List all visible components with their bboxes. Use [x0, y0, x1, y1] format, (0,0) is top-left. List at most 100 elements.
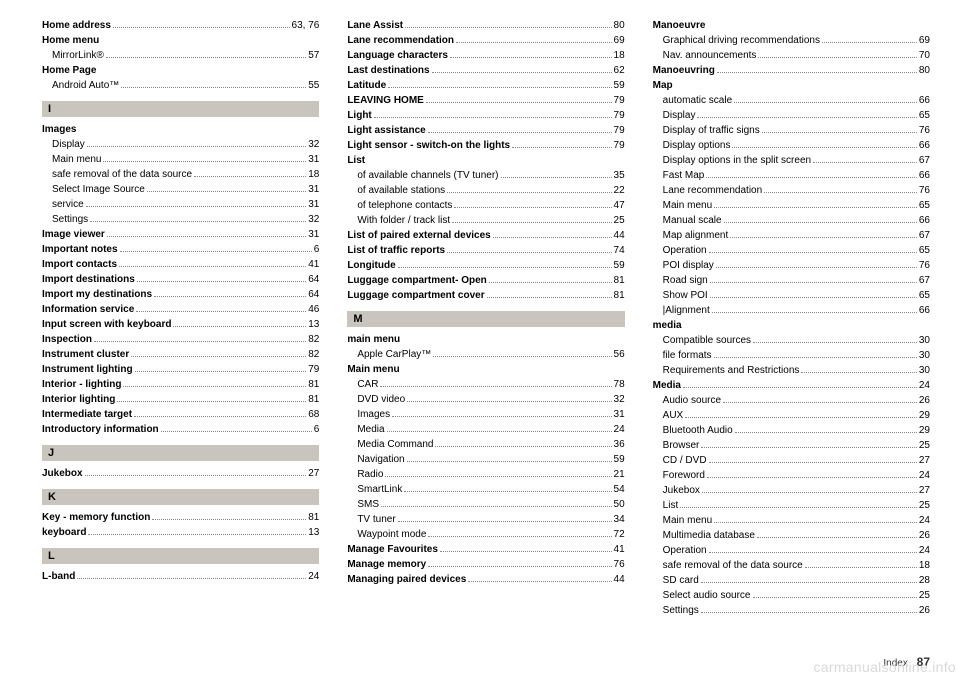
leader-dots	[154, 296, 306, 297]
index-entry-page: 76	[919, 123, 930, 138]
index-entry-page: 76	[919, 183, 930, 198]
index-entry-label: Home address	[42, 18, 111, 33]
index-entry-label: Operation	[663, 243, 707, 258]
index-entry: Android Auto™55	[42, 78, 319, 93]
index-entry: Main menu24	[653, 513, 930, 528]
index-entry-page: 56	[614, 347, 625, 362]
index-entry-page: 65	[919, 288, 930, 303]
index-entry-label: AUX	[663, 408, 684, 423]
index-entry-label: Select Image Source	[52, 182, 145, 197]
index-entry-page: 69	[614, 33, 625, 48]
index-entry: Multimedia database26	[653, 528, 930, 543]
index-entry-label: Nav. announcements	[663, 48, 757, 63]
index-entry-page: 79	[308, 362, 319, 377]
leader-dots	[135, 371, 307, 372]
index-entry-page: 6	[314, 422, 320, 437]
leader-dots	[683, 387, 917, 388]
leader-dots	[493, 237, 612, 238]
leader-dots	[136, 311, 306, 312]
index-entry-page: 47	[614, 198, 625, 213]
index-entry-label: Managing paired devices	[347, 572, 466, 587]
index-entry-page: 82	[308, 347, 319, 362]
leader-dots	[730, 237, 917, 238]
leader-dots	[432, 72, 612, 73]
leader-dots	[753, 597, 917, 598]
leader-dots	[712, 312, 917, 313]
index-entry-page: 81	[308, 392, 319, 407]
index-entry: Import my destinations64	[42, 287, 319, 302]
index-entry-page: 66	[919, 168, 930, 183]
index-entry: Foreword24	[653, 468, 930, 483]
index-entry-page: 24	[919, 378, 930, 393]
index-entry-label: Image viewer	[42, 227, 105, 242]
index-entry: Input screen with keyboard13	[42, 317, 319, 332]
index-entry: safe removal of the data source18	[42, 167, 319, 182]
index-entry-page: 69	[919, 33, 930, 48]
index-entry: Important notes6	[42, 242, 319, 257]
index-entry-page: 24	[614, 422, 625, 437]
index-entry: Managing paired devices44	[347, 572, 624, 587]
index-entry-label: Input screen with keyboard	[42, 317, 171, 332]
index-entry: file formats30	[653, 348, 930, 363]
leader-dots	[87, 146, 306, 147]
leader-dots	[487, 297, 612, 298]
index-entry: Lane recommendation76	[653, 183, 930, 198]
index-entry-label: automatic scale	[663, 93, 732, 108]
leader-dots	[512, 147, 611, 148]
index-entry: Main menu65	[653, 198, 930, 213]
index-entry: Import destinations64	[42, 272, 319, 287]
leader-dots	[407, 461, 612, 462]
leader-dots	[440, 551, 612, 552]
index-entry: Instrument lighting 79	[42, 362, 319, 377]
leader-dots	[119, 266, 306, 267]
index-entry-page: 18	[919, 558, 930, 573]
index-entry-label: Display options in the split screen	[663, 153, 811, 168]
index-entry-page: 78	[614, 377, 625, 392]
leader-dots	[454, 207, 611, 208]
index-entry-label: SD card	[663, 573, 699, 588]
index-entry-page: 81	[614, 288, 625, 303]
index-entry: Requirements and Restrictions30	[653, 363, 930, 378]
index-entry-label: SMS	[357, 497, 379, 512]
index-entry-page: 62	[614, 63, 625, 78]
index-entry-label: SmartLink	[357, 482, 402, 497]
index-entry-label: Luggage compartment cover	[347, 288, 484, 303]
index-entry: With folder / track list25	[347, 213, 624, 228]
index-entry-page: 66	[919, 93, 930, 108]
index-entry-label: CAR	[357, 377, 378, 392]
index-entry-label: Show POI	[663, 288, 708, 303]
leader-dots	[685, 417, 917, 418]
leader-dots	[117, 401, 306, 402]
index-entry-page: 26	[919, 528, 930, 543]
index-entry-label: Operation	[663, 543, 707, 558]
index-entry-label: Audio source	[663, 393, 721, 408]
leader-dots	[714, 207, 917, 208]
leader-dots	[447, 252, 611, 253]
index-entry: Graphical driving recommendations69	[653, 33, 930, 48]
index-entry: Jukebox27	[42, 466, 319, 481]
index-entry-page: 74	[614, 243, 625, 258]
index-entry: Select Image Source31	[42, 182, 319, 197]
index-entry: Navigation59	[347, 452, 624, 467]
index-entry-page: 67	[919, 273, 930, 288]
leader-dots	[716, 267, 917, 268]
index-entry-page: 35	[614, 168, 625, 183]
index-entry-page: 44	[614, 228, 625, 243]
index-entry: Main menu31	[42, 152, 319, 167]
index-entry-page: 30	[919, 348, 930, 363]
index-entry-page: 82	[308, 332, 319, 347]
leader-dots	[732, 147, 916, 148]
index-entry: automatic scale 66	[653, 93, 930, 108]
index-entry-label: Compatible sources	[663, 333, 751, 348]
index-entry-page: 31	[308, 197, 319, 212]
index-entry-page: 25	[919, 588, 930, 603]
index-entry-page: 13	[308, 525, 319, 540]
index-entry-label: Lane recommendation	[347, 33, 454, 48]
index-entry-page: 70	[919, 48, 930, 63]
leader-dots	[764, 192, 917, 193]
index-entry-page: 55	[308, 78, 319, 93]
index-entry-label: MirrorLink®	[52, 48, 104, 63]
index-group-title: List	[347, 153, 624, 168]
index-entry-label: Instrument lighting	[42, 362, 133, 377]
leader-dots	[107, 236, 306, 237]
